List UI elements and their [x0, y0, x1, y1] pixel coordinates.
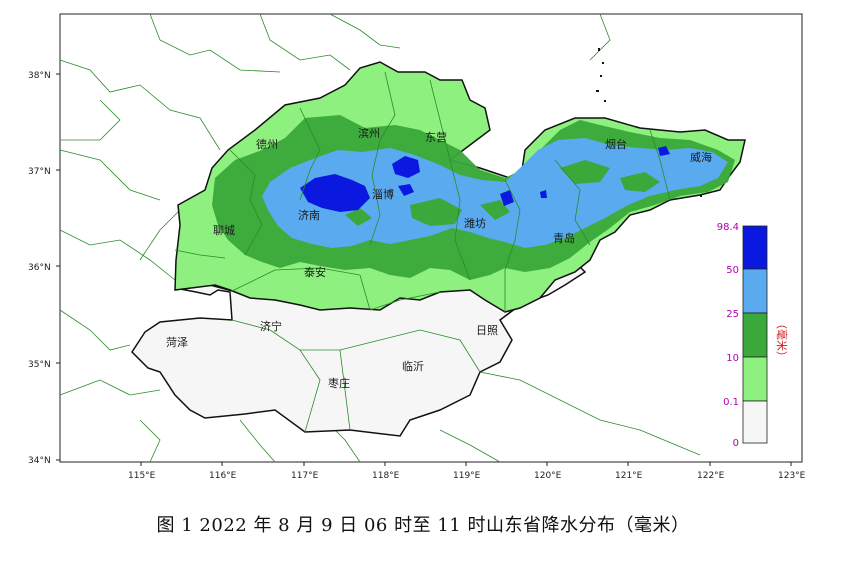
legend-swatch-heavy	[742, 268, 768, 314]
lon-label: 120°E	[534, 471, 562, 481]
longitude-axis: 115°E 116°E 117°E 118°E 119°E 120°E 121°…	[128, 471, 806, 481]
legend-swatch-light	[742, 356, 768, 402]
city-labels: 德州 滨州 东营 烟台 威海 淄博 济南 潍坊 青岛 聊城 泰安 菏泽 济宁 日…	[166, 126, 712, 390]
lon-ticks	[140, 462, 792, 466]
city-label-heze: 菏泽	[166, 336, 188, 349]
figure-caption: 图 1 2022 年 8 月 9 日 06 时至 11 时山东省降水分布（毫米）	[156, 515, 690, 536]
lon-label: 115°E	[128, 471, 156, 481]
city-label-rizhao: 日照	[476, 324, 498, 337]
coastal-islands	[596, 48, 702, 197]
legend-tick: 98.4	[717, 222, 739, 233]
city-label-binzhou: 滨州	[358, 126, 380, 140]
legend-tick: 10	[726, 353, 739, 364]
legend-tick: 0.1	[723, 397, 739, 408]
city-label-dongying: 东营	[425, 130, 447, 144]
rainstorm-cores	[300, 146, 670, 212]
lon-label: 122°E	[697, 471, 725, 481]
legend-swatch-rainstorm	[742, 225, 768, 270]
rain-moderate-patches	[345, 160, 660, 226]
lat-label: 34°N	[28, 456, 51, 466]
legend: 98.4 50 25 10 0.1 0 （毫米）	[717, 222, 789, 449]
city-label-zibo: 淄博	[372, 188, 394, 201]
lat-label: 37°N	[28, 167, 51, 177]
city-label-taian: 泰安	[304, 265, 326, 279]
legend-swatch-moderate	[742, 312, 768, 358]
lon-label: 123°E	[778, 471, 806, 481]
city-label-zaozhuang: 枣庄	[328, 376, 350, 390]
city-label-qingdao: 青岛	[553, 231, 575, 245]
city-label-weihai: 威海	[690, 150, 712, 164]
city-label-dezhou: 德州	[256, 137, 278, 151]
legend-unit: （毫米）	[775, 318, 789, 362]
latitude-axis: 38°N 37°N 36°N 35°N 34°N	[28, 71, 51, 466]
city-label-jining: 济宁	[260, 319, 282, 333]
legend-tick: 0	[733, 438, 739, 449]
legend-tick: 25	[726, 309, 739, 320]
lon-label: 121°E	[615, 471, 643, 481]
prefecture-borders	[174, 71, 671, 433]
city-label-yantai: 烟台	[605, 137, 627, 151]
lat-ticks	[56, 73, 60, 461]
lon-label: 117°E	[291, 471, 319, 481]
legend-swatch-none	[742, 400, 768, 444]
lon-label: 118°E	[372, 471, 400, 481]
lon-label: 116°E	[209, 471, 237, 481]
city-label-liaocheng: 聊城	[213, 223, 235, 237]
city-label-linyi: 临沂	[402, 359, 424, 373]
lat-label: 38°N	[28, 71, 51, 81]
city-label-jinan: 济南	[298, 208, 320, 222]
lat-label: 36°N	[28, 263, 51, 273]
city-label-weifang: 潍坊	[464, 216, 486, 230]
lon-label: 119°E	[453, 471, 481, 481]
lat-label: 35°N	[28, 360, 51, 370]
legend-tick: 50	[726, 265, 739, 276]
